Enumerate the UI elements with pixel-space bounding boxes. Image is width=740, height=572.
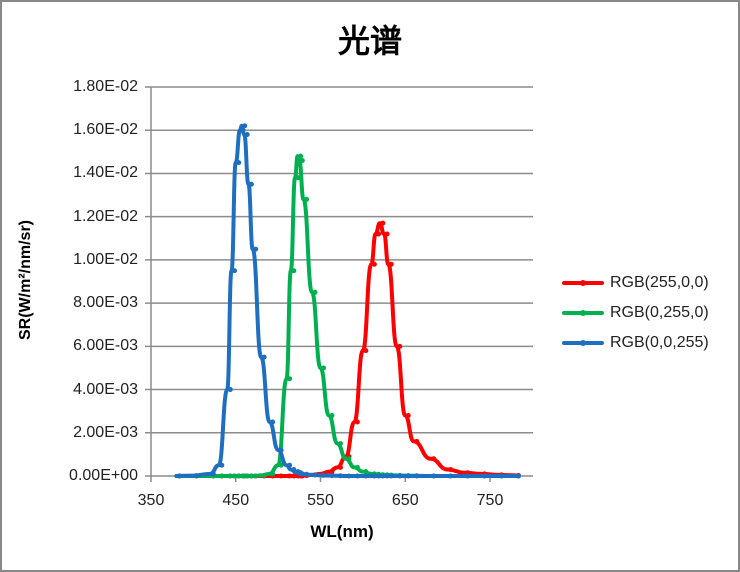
y-tick-label: 4.00E-03 [73, 380, 138, 398]
y-tick-label: 1.20E-02 [73, 207, 138, 225]
y-tick-label: 1.40E-02 [73, 164, 138, 182]
legend-item-red: RGB(255,0,0) [562, 268, 709, 298]
y-tick-label: 6.00E-03 [73, 337, 138, 355]
x-tick-label: 650 [391, 492, 419, 509]
x-tick-label: 750 [476, 492, 504, 509]
series-lines [174, 123, 521, 479]
x-tick-label: 350 [137, 492, 165, 509]
x-axis-label: WL(nm) [310, 522, 374, 541]
chart-title: 光谱 [337, 22, 402, 60]
series-line [174, 154, 518, 479]
y-tick-label: 1.00E-02 [73, 250, 138, 268]
y-tick-label: 1.80E-02 [73, 78, 138, 95]
gridlines [145, 86, 533, 477]
legend-label: RGB(255,0,0) [610, 274, 709, 291]
legend-item-green: RGB(0,255,0) [562, 298, 709, 328]
x-tick-label: 450 [222, 492, 250, 509]
x-tick-label: 550 [307, 492, 334, 509]
legend-swatch-blue [562, 340, 604, 346]
legend-swatch-red [562, 280, 604, 286]
axes [150, 87, 491, 482]
legend-item-blue: RGB(0,0,255) [562, 328, 709, 358]
legend-label: RGB(0,255,0) [610, 304, 709, 321]
y-tick-label: 0.00E+00 [69, 467, 138, 484]
legend-swatch-green [562, 310, 604, 316]
series-line [174, 123, 518, 479]
legend-label: RGB(0,0,255) [610, 334, 709, 351]
y-tick-label: 2.00E-03 [73, 423, 138, 441]
y-tick-label: 1.60E-02 [73, 121, 138, 139]
y-tick-label: 8.00E-03 [73, 294, 138, 312]
legend: RGB(255,0,0) RGB(0,255,0) RGB(0,0,255) [562, 268, 709, 358]
